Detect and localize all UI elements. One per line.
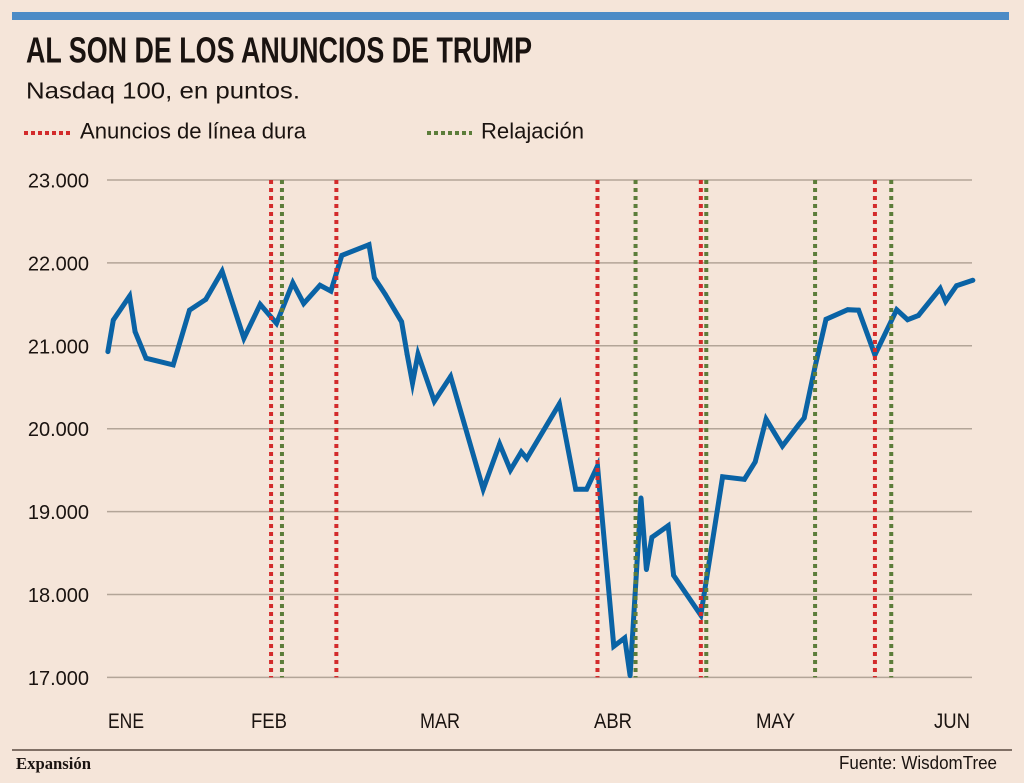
- data-point: [143, 355, 149, 361]
- data-point: [856, 307, 861, 313]
- y-axis-tick-labels: 23.000 22.000 21.000 20.000 19.000 18.000 17.0…: [28, 171, 89, 690]
- data-point: [622, 635, 628, 641]
- series-nasdaq-100: [105, 241, 976, 679]
- brand-logo: Expansión: [16, 754, 92, 773]
- data-point: [328, 288, 334, 294]
- legend-label-hardline: Anuncios de línea dura: [80, 119, 307, 144]
- data-point: [970, 277, 976, 283]
- data-point: [665, 523, 671, 529]
- x-tick-label: ENE: [108, 710, 144, 733]
- series-line: [105, 241, 976, 677]
- data-point: [382, 292, 388, 297]
- data-point: [508, 467, 513, 473]
- data-point: [404, 351, 410, 357]
- legend: Anuncios de línea dura Relajación: [24, 119, 584, 144]
- data-point: [780, 443, 785, 449]
- data-point: [203, 296, 209, 302]
- data-point: [372, 275, 377, 281]
- y-tick-label: 18.000: [28, 585, 89, 607]
- data-point: [524, 456, 530, 461]
- data-point: [110, 317, 116, 323]
- data-point: [241, 335, 247, 341]
- x-tick-label: FEB: [251, 710, 287, 733]
- x-tick-label: MAR: [420, 710, 460, 733]
- data-point: [105, 349, 111, 355]
- data-point: [557, 401, 562, 407]
- y-tick-label: 21.000: [28, 336, 89, 358]
- data-point: [796, 422, 802, 427]
- data-point: [627, 673, 633, 679]
- data-point: [219, 268, 225, 274]
- y-tick-label: 22.000: [28, 253, 89, 275]
- data-point: [339, 253, 345, 258]
- y-tick-label: 19.000: [28, 502, 89, 524]
- data-point: [317, 282, 323, 288]
- data-point: [823, 316, 829, 322]
- data-point: [845, 307, 851, 313]
- data-point: [741, 476, 747, 482]
- data-point: [170, 362, 176, 368]
- data-point: [649, 534, 655, 540]
- x-tick-label: JUN: [934, 710, 970, 733]
- data-point: [611, 643, 617, 649]
- data-point: [301, 301, 307, 306]
- data-point: [518, 449, 524, 455]
- data-point: [644, 567, 649, 573]
- data-point: [905, 317, 910, 323]
- data-point: [132, 329, 138, 335]
- chart-title: AL SON DE LOS ANUNCIOS DE TRUMP: [26, 30, 532, 71]
- data-point: [752, 459, 758, 465]
- data-point: [127, 293, 133, 299]
- data-point: [399, 319, 405, 325]
- source-note: Fuente: WisdomTree: [839, 753, 997, 773]
- event-markers: [269, 180, 894, 678]
- data-point: [943, 299, 949, 304]
- chart-subtitle: Nasdaq 100, en puntos.: [26, 78, 300, 104]
- legend-label-relaxation: Relajación: [481, 119, 584, 144]
- y-gridlines: [107, 179, 972, 679]
- data-point: [573, 486, 579, 492]
- top-accent-bar: [12, 12, 1009, 20]
- data-point: [801, 415, 807, 421]
- data-point: [415, 351, 421, 357]
- data-point: [431, 398, 437, 404]
- data-point: [274, 321, 279, 326]
- data-point: [638, 495, 644, 501]
- data-point: [894, 307, 900, 313]
- data-point: [671, 573, 677, 578]
- legend-item-relaxation: Relajación: [427, 119, 584, 144]
- data-point: [448, 374, 453, 379]
- data-point: [480, 486, 486, 492]
- data-point: [497, 441, 502, 447]
- y-tick-label: 23.000: [28, 171, 89, 193]
- x-axis-tick-labels: ENE FEB MAR ABR MAY JUN: [108, 710, 970, 733]
- data-point: [937, 286, 943, 291]
- y-tick-label: 17.000: [28, 668, 89, 690]
- legend-item-hardline: Anuncios de línea dura: [24, 119, 307, 144]
- data-point: [290, 280, 296, 286]
- data-point: [187, 307, 192, 313]
- data-point: [916, 313, 921, 318]
- data-point: [257, 301, 263, 307]
- y-tick-label: 20.000: [28, 419, 89, 441]
- data-point: [595, 463, 600, 469]
- data-point: [366, 242, 372, 248]
- data-point: [410, 380, 415, 386]
- x-tick-label: MAY: [756, 710, 795, 733]
- x-tick-label: ABR: [594, 710, 632, 733]
- data-point: [720, 474, 725, 480]
- data-point: [584, 486, 589, 492]
- data-point: [763, 416, 769, 422]
- data-point: [954, 283, 959, 289]
